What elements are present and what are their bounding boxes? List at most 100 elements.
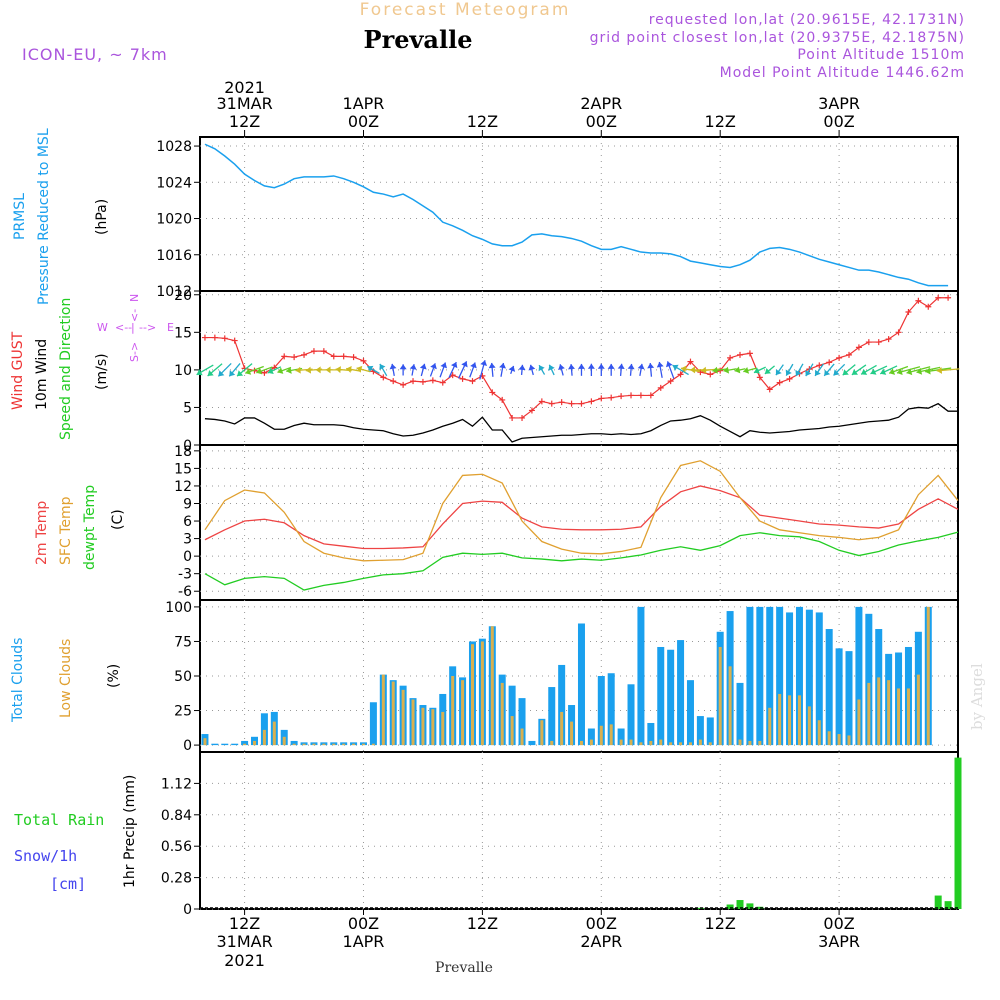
- y-tick-label: 25: [174, 704, 192, 720]
- y-tick-label: 0.28: [161, 871, 192, 887]
- rain-bar: [746, 903, 754, 909]
- rain-label: Total Rain: [14, 811, 104, 829]
- low-cloud-bar: [302, 743, 306, 746]
- low-cloud-bar: [391, 681, 395, 746]
- wind-direction-arrow: [617, 363, 625, 377]
- low-cloud-bar: [788, 695, 792, 746]
- bottom-x-tick-label: 00Z: [823, 914, 854, 933]
- temp2m-label: 2m Temp: [34, 501, 50, 565]
- gust-marker: [578, 400, 585, 407]
- total-cloud-bar: [736, 682, 744, 746]
- wind-direction-arrow: [429, 363, 437, 377]
- wind-speed-line: [204, 402, 958, 443]
- y-tick-label: 10: [174, 363, 192, 379]
- low-cloud-bar: [510, 716, 514, 746]
- gust-marker: [598, 395, 605, 402]
- gust-marker: [766, 386, 773, 393]
- total-cloud-bar: [558, 664, 566, 746]
- snow-label: Snow/1h: [14, 847, 77, 865]
- y-tick-label: 20: [174, 288, 192, 304]
- low-cloud-bar: [797, 695, 801, 746]
- total-cloud-bar: [845, 651, 853, 746]
- total-cloud-bar: [647, 722, 655, 746]
- y-tick-label: 5: [183, 400, 192, 416]
- gust-marker: [915, 297, 922, 304]
- model-point-altitude: Model Point Altitude 1446.62m: [720, 65, 965, 81]
- gust-label: Wind GUST: [10, 331, 26, 410]
- low-cloud-bar: [669, 742, 673, 746]
- low-cloud-bar: [649, 740, 653, 746]
- y-tick-label: 1016: [156, 248, 192, 264]
- wind-direction-arrow: [479, 360, 488, 380]
- low-cloud-bar: [342, 743, 346, 746]
- gust-marker: [895, 329, 902, 336]
- gust-marker: [855, 344, 862, 351]
- wind-direction-arrow: [508, 365, 516, 375]
- y-tick-label: 9: [183, 496, 192, 512]
- low-cloud-bar: [361, 743, 365, 746]
- gust-marker: [945, 294, 952, 301]
- low-cloud-bar: [768, 707, 772, 746]
- y-tick-label: 6: [183, 514, 192, 530]
- model-name: ICON-EU, ~ 7km: [22, 45, 168, 64]
- dewpt-label: dewpt Temp: [82, 485, 98, 570]
- bottom-x-tick-label: 12Z: [705, 914, 736, 933]
- total-cloud-bar: [825, 629, 833, 746]
- wind-direction-arrow: [499, 362, 507, 377]
- total-cloud-bar: [855, 606, 863, 746]
- point-altitude: Point Altitude 1510m: [797, 47, 965, 63]
- y-tick-label: 12: [174, 479, 192, 495]
- wind-direction-arrow: [367, 365, 380, 374]
- gust-marker: [568, 400, 575, 407]
- low-cloud-bar: [579, 740, 583, 746]
- gust-marker: [677, 371, 684, 378]
- snow-unit-label: [cm]: [50, 875, 86, 893]
- wind-direction-arrow: [734, 366, 746, 374]
- rain-bar: [726, 904, 734, 909]
- gust-marker: [429, 377, 436, 384]
- y-tick-label: 0: [183, 438, 192, 454]
- y-tick-label: -6: [178, 584, 192, 600]
- total-cloud-bar: [508, 685, 516, 746]
- total-cloud-bar: [766, 606, 774, 746]
- gust-marker: [291, 354, 298, 361]
- bottom-x-tick-label: 12Z: [229, 914, 260, 933]
- gust-marker: [301, 351, 308, 358]
- gust-marker: [925, 303, 932, 310]
- total-cloud-bar: [776, 606, 784, 746]
- wind-direction-arrow: [637, 363, 645, 377]
- low-cloud-bar: [371, 743, 375, 746]
- y-tick-label: 100: [165, 600, 192, 616]
- gust-marker: [885, 336, 892, 343]
- gust-marker: [538, 398, 545, 405]
- gust-marker: [499, 396, 506, 403]
- gust-marker: [261, 369, 268, 376]
- compass-icon: W <-- | --> E N <- -> S: [97, 294, 174, 362]
- low-cloud-bar: [411, 699, 415, 746]
- y-tick-label: 1012: [156, 284, 192, 300]
- wind-direction-arrow: [647, 363, 655, 377]
- gust-marker: [637, 392, 644, 399]
- gust-marker: [400, 381, 407, 388]
- low-cloud-bar: [262, 729, 266, 746]
- low-cloud-bar: [470, 644, 474, 746]
- low-cloud-bar: [629, 739, 633, 746]
- gust-marker: [330, 353, 337, 360]
- wind-direction-arrow: [568, 364, 575, 376]
- y-tick-label: 0.56: [161, 839, 192, 855]
- gust-marker: [737, 351, 744, 358]
- wind-direction-arrow: [277, 366, 292, 374]
- gust-marker: [509, 414, 516, 421]
- low-cloud-bar: [698, 739, 702, 746]
- total-cloud-bar: [617, 728, 625, 746]
- wind-direction-arrow: [665, 361, 675, 379]
- gust-marker: [350, 354, 357, 361]
- gust-marker: [231, 337, 238, 344]
- total-cloud-bar: [637, 606, 645, 746]
- total-cloud-bar: [369, 702, 377, 746]
- wind-panel: 0 5 10 15 20: [174, 288, 960, 454]
- wind-direction-arrow: [785, 363, 794, 376]
- precip-panel: 0 0.28 0.56 0.84 1.12: [161, 751, 962, 918]
